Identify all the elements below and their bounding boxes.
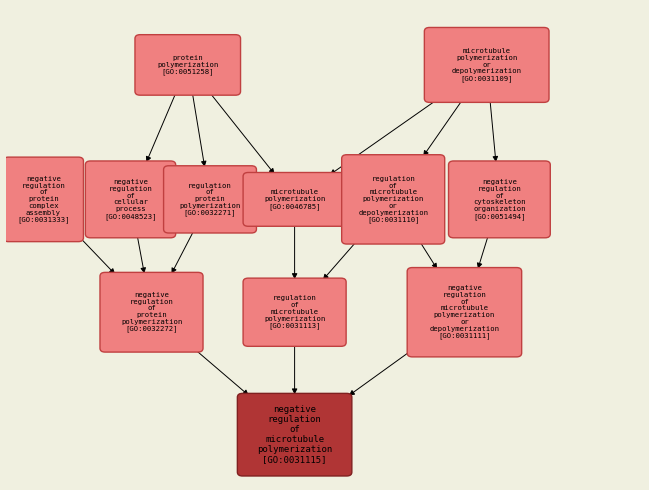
Text: negative
regulation
of
microtubule
polymerization
[GO:0031115]: negative regulation of microtubule polym… — [257, 405, 332, 465]
Text: negative
regulation
of
cytoskeleton
organization
[GO:0051494]: negative regulation of cytoskeleton orga… — [473, 179, 526, 220]
Text: regulation
of
microtubule
polymerization
[GO:0031113]: regulation of microtubule polymerization… — [264, 295, 325, 329]
Text: microtubule
polymerization
or
depolymerization
[GO:0031109]: microtubule polymerization or depolymeri… — [452, 48, 522, 82]
FancyBboxPatch shape — [164, 166, 256, 233]
FancyBboxPatch shape — [135, 35, 241, 95]
FancyBboxPatch shape — [424, 27, 549, 102]
FancyBboxPatch shape — [100, 272, 203, 352]
FancyBboxPatch shape — [238, 393, 352, 476]
FancyBboxPatch shape — [448, 161, 550, 238]
Text: protein
polymerization
[GO:0051258]: protein polymerization [GO:0051258] — [157, 55, 218, 75]
Text: regulation
of
microtubule
polymerization
or
depolymerization
[GO:0031110]: regulation of microtubule polymerization… — [358, 176, 428, 223]
FancyBboxPatch shape — [86, 161, 176, 238]
Text: regulation
of
protein
polymerization
[GO:0032271]: regulation of protein polymerization [GO… — [179, 182, 241, 216]
Text: microtubule
polymerization
[GO:0046785]: microtubule polymerization [GO:0046785] — [264, 189, 325, 210]
FancyBboxPatch shape — [243, 172, 346, 226]
FancyBboxPatch shape — [243, 278, 346, 346]
Text: negative
regulation
of
protein
polymerization
[GO:0032272]: negative regulation of protein polymeriz… — [121, 292, 182, 333]
FancyBboxPatch shape — [341, 155, 445, 244]
FancyBboxPatch shape — [3, 157, 84, 242]
Text: negative
regulation
of
cellular
process
[GO:0048523]: negative regulation of cellular process … — [104, 179, 157, 220]
Text: negative
regulation
of
microtubule
polymerization
or
depolymerization
[GO:003111: negative regulation of microtubule polym… — [430, 285, 500, 339]
FancyBboxPatch shape — [407, 268, 522, 357]
Text: negative
regulation
of
protein
complex
assembly
[GO:0031333]: negative regulation of protein complex a… — [17, 176, 69, 223]
